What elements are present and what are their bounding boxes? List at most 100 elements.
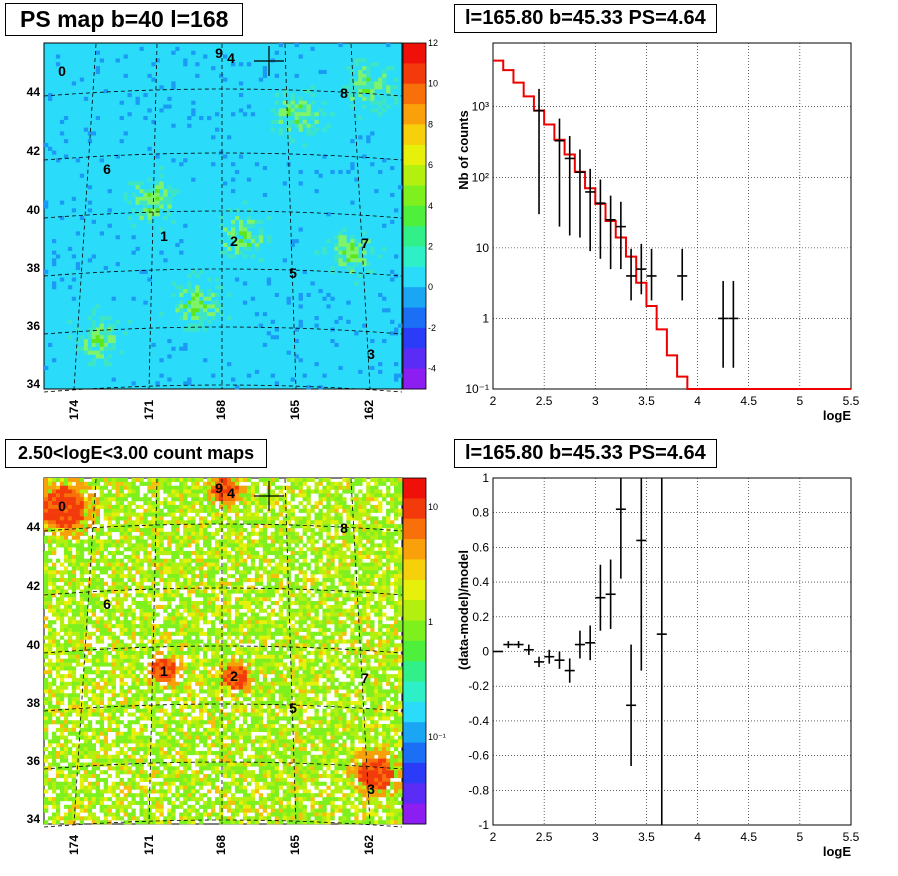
spectrum-xlabel: logE: [823, 408, 851, 423]
source-label-1: 1: [160, 663, 168, 679]
colorbar-segment: [403, 63, 426, 84]
colorbar-tick-label: 8: [428, 119, 433, 129]
colorbar-tick-label: 10: [428, 79, 438, 89]
colorbar-segment: [403, 186, 426, 207]
source-label-5: 5: [289, 700, 297, 716]
source-label-0: 0: [58, 498, 66, 514]
colorbar-tick-label: 1: [428, 617, 433, 627]
colorbar-segment: [403, 308, 426, 329]
x-tick-label: 162: [362, 400, 376, 420]
residual-title: l=165.80 b=45.33 PS=4.64: [454, 439, 717, 468]
x-tick-label: 3: [592, 394, 599, 408]
y-tick-label: 36: [27, 319, 41, 333]
colorbar-segment: [403, 124, 426, 145]
y-tick-label: 44: [27, 85, 41, 99]
source-label-9: 9: [215, 480, 223, 496]
x-tick-label: 4.5: [740, 830, 757, 844]
plot-frame: [493, 478, 851, 825]
y-tick-label: -0.8: [468, 783, 489, 797]
x-tick-label: 165: [288, 400, 302, 420]
y-tick-label: 0: [482, 645, 489, 659]
colorbar-segment: [403, 498, 426, 519]
colorbar-segment: [403, 104, 426, 125]
y-tick-label: 42: [27, 579, 41, 593]
x-tick-label: 3: [592, 830, 599, 844]
y-tick-label: 10: [476, 241, 490, 255]
residual-xlabel: logE: [823, 844, 851, 859]
source-label-1: 1: [160, 228, 168, 244]
y-tick-label: 34: [27, 812, 41, 826]
source-label-2: 2: [230, 233, 238, 249]
source-label-4: 4: [227, 485, 235, 501]
colorbar-tick-label: 2: [428, 242, 433, 252]
colorbar-segment: [403, 247, 426, 268]
source-label-5: 5: [289, 265, 297, 281]
source-label-8: 8: [340, 520, 348, 536]
x-tick-label: 174: [67, 835, 81, 855]
x-tick-label: 171: [142, 400, 156, 420]
x-tick-label: 3.5: [638, 830, 655, 844]
x-tick-label: 171: [142, 835, 156, 855]
colorbar-segment: [403, 267, 426, 288]
x-tick-label: 5.5: [843, 830, 860, 844]
spectrum-ylabel: Nb of counts: [456, 110, 471, 189]
source-label-0: 0: [58, 63, 66, 79]
y-tick-label: -0.4: [468, 714, 489, 728]
x-tick-label: 162: [362, 835, 376, 855]
colorbar-tick-label: 0: [428, 282, 433, 292]
source-label-4: 4: [227, 50, 235, 66]
colorbar-segment: [403, 743, 426, 764]
source-label-2: 2: [230, 668, 238, 684]
x-tick-label: 2.5: [536, 394, 553, 408]
colorbar-segment: [403, 206, 426, 227]
colorbar-segment: [403, 348, 426, 369]
y-tick-label: 10⁻¹: [465, 382, 489, 396]
x-tick-label: 4: [694, 394, 701, 408]
colorbar-segment: [403, 43, 426, 64]
colorbar-tick-label: 10: [428, 502, 438, 512]
x-tick-label: 168: [214, 835, 228, 855]
colorbar-tick-label: -2: [428, 323, 436, 333]
y-tick-label: -0.2: [468, 679, 489, 693]
colorbar-segment: [403, 804, 426, 825]
y-tick-label: 10²: [472, 170, 489, 184]
source-label-6: 6: [103, 596, 111, 612]
y-tick-label: 34: [27, 377, 41, 391]
x-tick-label: 2: [490, 830, 497, 844]
source-label-7: 7: [361, 235, 369, 251]
colorbar-segment: [403, 783, 426, 804]
x-tick-label: 2.5: [536, 830, 553, 844]
y-tick-label: 42: [27, 144, 41, 158]
y-tick-label: 0.6: [472, 540, 489, 554]
spectrum-title: l=165.80 b=45.33 PS=4.64: [454, 4, 717, 33]
y-tick-label: 0.2: [472, 610, 489, 624]
colorbar-tick-label: 10⁻¹: [428, 732, 446, 742]
x-tick-label: 4: [694, 830, 701, 844]
y-tick-label: -1: [478, 818, 489, 832]
colorbar-segment: [403, 682, 426, 703]
colorbar-segment: [403, 369, 426, 390]
colorbar-segment: [403, 763, 426, 784]
colorbar-segment: [403, 702, 426, 723]
y-tick-label: 0.4: [472, 575, 489, 589]
colorbar-segment: [403, 165, 426, 186]
colorbar-segment: [403, 621, 426, 642]
colorbar-segment: [403, 478, 426, 499]
x-tick-label: 168: [214, 400, 228, 420]
colorbar-segment: [403, 145, 426, 166]
colorbar-segment: [403, 84, 426, 105]
colorbar-segment: [403, 600, 426, 621]
y-tick-label: 0.8: [472, 506, 489, 520]
ps-map-title: PS map b=40 l=168: [5, 3, 243, 36]
y-tick-label: 40: [27, 638, 41, 652]
source-label-8: 8: [340, 85, 348, 101]
source-label-3: 3: [367, 346, 375, 362]
source-label-9: 9: [215, 45, 223, 61]
count-map-title: 2.50<logE<3.00 count maps: [5, 439, 267, 468]
